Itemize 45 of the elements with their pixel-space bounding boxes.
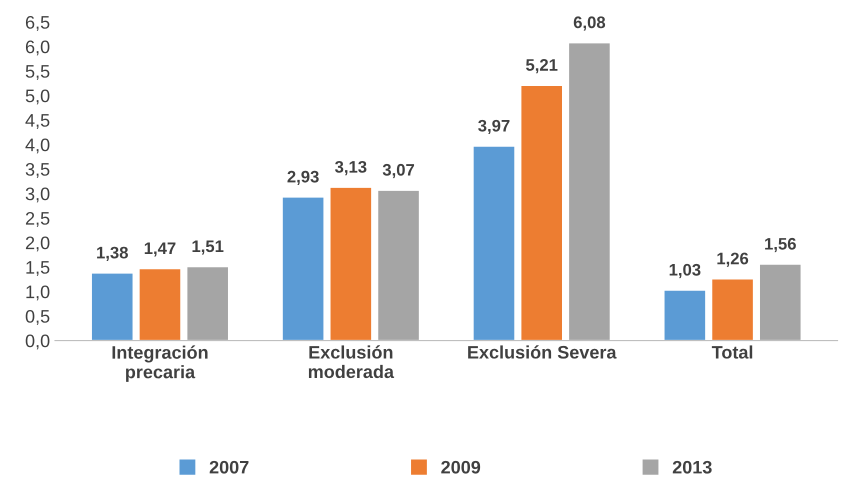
y-tick-label: 6,0: [26, 40, 50, 56]
bar: [568, 42, 612, 341]
y-tick-label: 2,0: [26, 236, 50, 252]
data-label: 1,26: [717, 252, 748, 267]
bar: [186, 266, 230, 341]
bar: [663, 289, 707, 341]
data-label: 1,38: [97, 246, 128, 261]
x-tick-label: Exclusión moderada: [308, 345, 394, 378]
bar: [710, 278, 754, 341]
data-label: 3,97: [478, 120, 510, 134]
data-label: 3,07: [382, 164, 414, 178]
y-tick-label: 4,5: [25, 114, 50, 129]
bar: [138, 268, 182, 341]
x-tick-label: Total: [712, 345, 752, 359]
bar: [329, 186, 373, 341]
data-label: 5,21: [526, 59, 558, 74]
bar: [376, 189, 420, 341]
data-label: 2,93: [287, 170, 319, 185]
y-tick-label: 4,0: [25, 138, 50, 154]
x-tick-label: Exclusión Severa: [468, 345, 617, 359]
data-label: 1,03: [670, 264, 700, 278]
y-tick-label: 0,5: [26, 310, 50, 325]
y-tick-label: 6,5: [26, 16, 50, 31]
bar: [281, 196, 325, 341]
legend-label: 2009: [441, 460, 480, 474]
legend-label: 2007: [210, 460, 248, 474]
y-tick-label: 0,0: [26, 334, 50, 350]
data-label: 1,56: [765, 238, 796, 252]
bar: [90, 272, 134, 341]
y-tick-label: 2,5: [26, 212, 50, 227]
data-label: 1,51: [192, 240, 224, 255]
legend-label: 2013: [672, 460, 712, 474]
x-tick-label: Integración precaria: [112, 345, 208, 382]
bar: [758, 263, 802, 341]
bar: [472, 145, 516, 341]
y-tick-label: 1,5: [26, 261, 50, 276]
y-tick-label: 3,0: [26, 187, 50, 202]
y-tick-label: 5,5: [26, 65, 50, 80]
y-tick-label: 5,0: [26, 89, 50, 104]
data-label: 6,08: [574, 16, 606, 31]
y-tick-label: 3,5: [26, 162, 50, 178]
data-label: 1,47: [144, 242, 176, 257]
bar: [520, 84, 564, 341]
data-label: 3,13: [334, 160, 366, 176]
y-tick-label: 1,0: [26, 285, 50, 300]
